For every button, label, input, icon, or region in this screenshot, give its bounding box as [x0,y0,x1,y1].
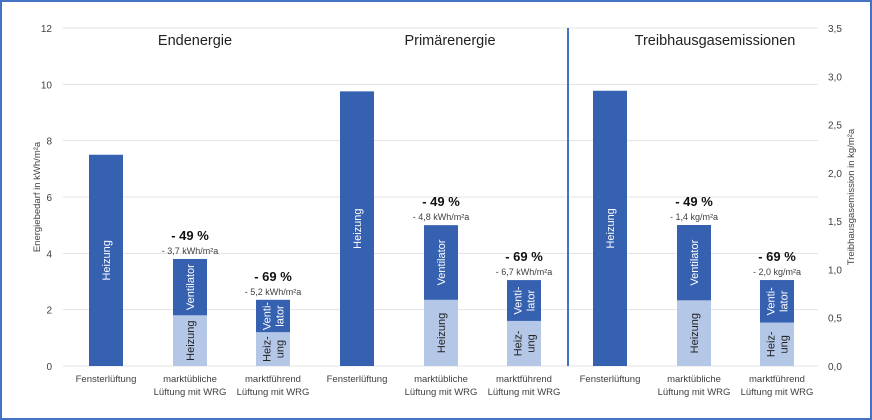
bar-label-ventilator: Ventilator [436,239,448,285]
left-tick-label: 4 [46,249,52,260]
category-label: marktführend [749,374,805,385]
left-tick-label: 12 [41,24,53,35]
category-label: Lüftung mit WRG [405,387,478,398]
right-tick-label: 2,5 [828,121,842,132]
bar-label-heizung: Heizung [101,240,113,280]
bar-segment-heizung [424,299,458,366]
bar-label-heizung: Heizung [352,209,364,249]
category-label: Lüftung mit WRG [488,387,561,398]
reduction-percent: - 69 % [758,249,796,264]
bar-segment-ventilator [173,258,207,316]
group-title: Endenergie [158,33,232,49]
reduction-absolute: - 5,2 kWh/m²a [245,287,302,297]
bar-label-heizung: ung [779,335,791,353]
bar-segment-ventilator [256,299,290,333]
bar-label-heizung: Heizung [605,208,617,248]
left-tick-label: 2 [46,306,52,317]
category-label: Lüftung mit WRG [154,387,227,398]
bar-label-heizung: Heizung [185,320,197,360]
left-tick-label: 0 [46,362,52,373]
reduction-absolute: - 2,0 kg/m²a [753,267,801,277]
category-label: marktführend [496,374,552,385]
reduction-absolute: - 1,4 kg/m²a [670,212,718,222]
right-tick-label: 1,5 [828,217,842,228]
bar-segment-heizung [89,154,123,366]
reduction-percent: - 69 % [254,269,292,284]
category-label: Fensterlüftung [327,374,388,385]
reduction-percent: - 49 % [422,194,460,209]
bar-label-ventilator: Ventilator [185,264,197,310]
category-label: Lüftung mit WRG [741,387,814,398]
right-tick-label: 2,0 [828,169,842,180]
bar-label-heizung: Heizung [436,313,448,353]
bar-label-ventilator: Venti- [262,302,274,330]
bar-label-heizung: ung [275,340,287,358]
left-tick-label: 8 [46,137,52,148]
bar-label-ventilator: Ventilator [689,239,701,285]
bar-segment-heizung [256,332,290,366]
reduction-absolute: - 3,7 kWh/m²a [162,246,219,256]
category-label: marktführend [245,374,301,385]
bar-label-heizung: Heizung [689,313,701,353]
bar-label-heizung: Heiz- [513,330,525,356]
right-tick-label: 0,5 [828,314,842,325]
group-title: Primärenergie [404,33,495,49]
bar-label-heizung: ung [526,334,538,352]
right-tick-label: 3,0 [828,72,842,83]
bar-label-heizung: Heiz- [262,336,274,362]
category-label: Fensterlüftung [76,374,137,385]
category-label: marktübliche [163,374,217,385]
group-title: Treibhausgasemissionen [635,33,796,49]
bar-segment-heizung [340,91,374,366]
bar-segment-ventilator [507,280,541,321]
reduction-percent: - 49 % [675,194,713,209]
right-axis-title: Treibhausgasemission in kg/m²a [846,128,857,265]
bar-label-ventilator: lator [779,290,791,312]
bar-segment-ventilator [760,280,794,323]
bar-segment-heizung [760,322,794,366]
reduction-percent: - 49 % [171,228,209,243]
reduction-absolute: - 6,7 kWh/m²a [496,267,553,277]
right-tick-label: 1,0 [828,265,842,276]
bar-label-ventilator: lator [526,289,538,311]
category-label: Lüftung mit WRG [237,387,310,398]
category-label: Fensterlüftung [580,374,641,385]
bar-segment-heizung [173,315,207,366]
category-label: Lüftung mit WRG [658,387,731,398]
right-tick-label: 0,0 [828,362,842,373]
bar-segment-heizung [677,300,711,366]
bar-label-ventilator: Venti- [766,287,778,315]
left-tick-label: 6 [46,193,52,204]
bar-label-heizung: Heiz- [766,331,778,357]
bar-segment-ventilator [677,225,711,301]
reduction-absolute: - 4,8 kWh/m²a [413,212,470,222]
bar-segment-heizung [507,320,541,366]
bar-label-ventilator: lator [275,305,287,327]
category-label: marktübliche [414,374,468,385]
left-axis-title: Energiebedarf in kWh/m²a [32,141,43,252]
bar-label-ventilator: Venti- [513,286,525,314]
bar-segment-ventilator [424,225,458,300]
bar-segment-heizung [593,90,627,367]
left-tick-label: 10 [41,80,53,91]
category-label: marktübliche [667,374,721,385]
right-tick-label: 3,5 [828,24,842,35]
reduction-percent: - 69 % [505,249,543,264]
